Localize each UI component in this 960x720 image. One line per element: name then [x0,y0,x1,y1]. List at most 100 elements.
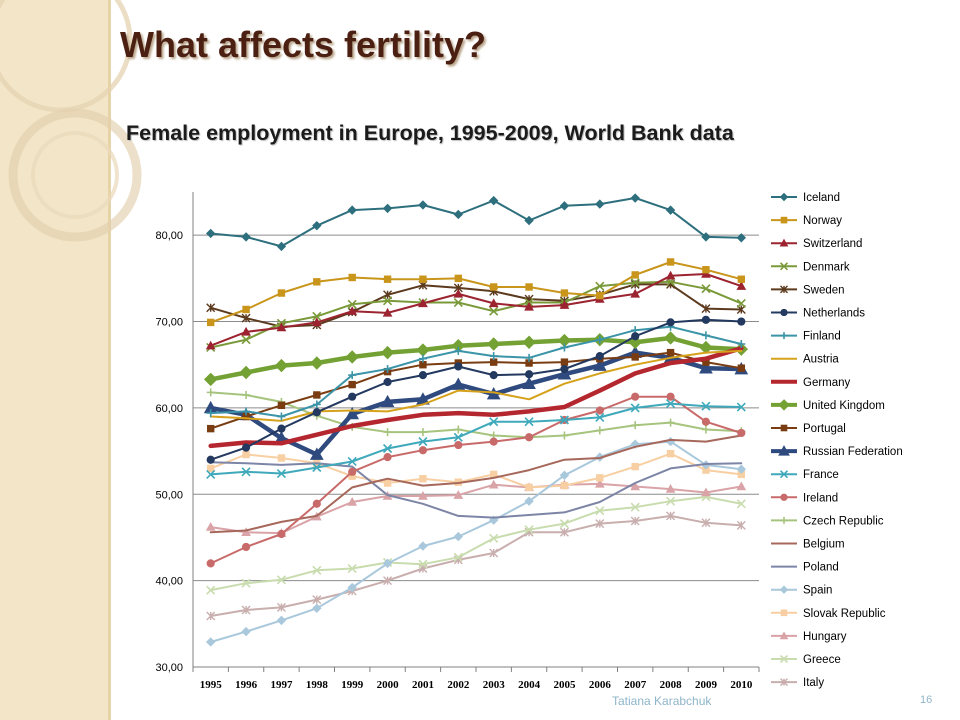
data-point [242,450,250,459]
data-point [666,348,675,357]
legend-item: Hungary [771,631,847,643]
series-sweden [206,279,746,332]
legend-label: Poland [803,562,839,574]
data-point [418,428,427,437]
data-point [312,311,322,321]
data-point [383,453,392,462]
data-point [489,370,498,380]
data-point [382,296,393,306]
data-point [312,220,322,231]
data-point [382,203,393,214]
data-point [313,391,321,399]
legend-label: Greece [803,654,841,666]
data-point [347,205,357,215]
data-point [242,305,250,314]
legend-label: Slovak Republic [803,608,886,620]
data-point [206,585,216,595]
data-point [418,354,427,363]
series-iceland [205,193,747,252]
data-point [559,527,569,537]
data-point [418,541,428,551]
slide-title: What affects fertility? [120,24,487,65]
data-point [453,552,463,562]
series-line [209,280,743,349]
legend-marker [779,585,789,594]
data-point [665,484,676,493]
data-point [736,402,746,412]
legend-marker [779,631,789,640]
x-tick-label: 1999 [341,679,364,691]
data-point [276,602,286,612]
legend-label: France [803,469,839,481]
data-point [701,269,711,278]
x-tick-label: 2003 [483,679,506,691]
data-point [277,529,286,539]
y-tick-label: 60,00 [155,403,183,415]
x-tick-label: 2006 [589,679,612,691]
legend-item: Russian Federation [771,445,903,458]
data-point [701,315,711,324]
legend-marker [779,470,789,479]
data-point [239,365,253,380]
legend-marker [779,654,789,664]
series-austria [209,349,743,422]
data-point [380,394,395,408]
data-point [701,401,711,411]
data-point [206,559,215,568]
series-line [209,351,743,430]
data-point [666,392,675,401]
data-point [665,205,676,215]
legend-item: Spain [771,585,832,597]
data-point [524,433,534,442]
data-point [418,437,428,447]
series-spain [205,436,747,647]
data-point [489,306,499,316]
data-point [348,371,357,380]
data-point [313,278,321,286]
data-point [453,209,464,220]
data-point [737,340,746,348]
data-point [701,487,711,497]
data-point [595,199,605,209]
x-tick-label: 2005 [553,679,576,691]
legend-item: Czech Republic [771,515,884,527]
data-point [701,284,711,294]
data-point [525,483,533,492]
data-point [416,343,430,357]
legend-label: Norway [803,215,842,227]
legend-item: Denmark [771,261,850,273]
x-tick-label: 2010 [730,679,753,691]
data-point [557,367,572,380]
data-point [382,443,393,454]
legend-label: Germany [803,377,851,389]
data-point [525,283,533,291]
data-point [665,496,676,506]
data-point [454,346,463,355]
data-point [206,455,215,464]
legend-marker [780,308,788,317]
data-point [560,289,569,297]
data-point [631,271,639,279]
decor-circle-middle [8,108,142,242]
data-point [276,575,287,585]
data-point [454,362,463,371]
data-point [631,353,639,361]
legend-item: France [771,469,839,481]
data-point [205,228,216,239]
data-point [663,331,678,345]
legend-marker [778,399,790,411]
data-point [595,335,604,344]
data-point [701,331,710,340]
data-point [488,298,499,308]
legend-item: Poland [771,562,839,574]
data-point [736,520,746,530]
data-point [630,288,641,298]
data-point [312,565,322,575]
legend-item: Norway [771,215,842,227]
legend-item: Germany [771,377,851,389]
series-line [209,273,743,347]
legend-marker [779,238,789,247]
legend-label: Iceland [803,192,840,204]
data-point [559,201,570,211]
